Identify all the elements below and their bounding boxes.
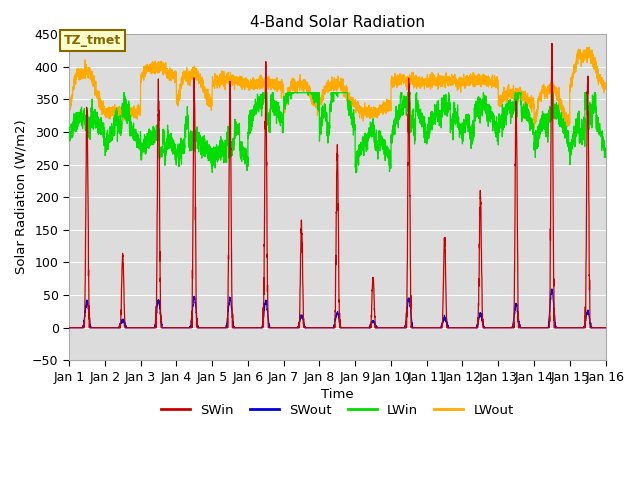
LWout [586, 44, 593, 50]
Line: SWout: SWout [69, 289, 605, 328]
SWout [488, 325, 495, 331]
Text: TZ_tmet: TZ_tmet [64, 34, 121, 47]
LWin [65, 138, 73, 144]
LWin [120, 90, 128, 96]
SWin [601, 325, 609, 331]
SWin [428, 325, 435, 331]
LWout [162, 71, 170, 77]
SWout [602, 325, 609, 331]
LWout [488, 85, 495, 91]
X-axis label: Time: Time [321, 388, 354, 401]
Line: LWout: LWout [69, 47, 605, 128]
LWin [458, 136, 465, 142]
SWin [458, 325, 465, 331]
SWin [602, 325, 609, 331]
SWout [428, 325, 435, 331]
SWin [317, 325, 325, 331]
SWout [548, 286, 556, 292]
SWout [317, 325, 325, 331]
LWin [488, 114, 496, 120]
Legend: SWin, SWout, LWin, LWout: SWin, SWout, LWin, LWout [156, 399, 519, 422]
SWin [548, 40, 556, 46]
Title: 4-Band Solar Radiation: 4-Band Solar Radiation [250, 15, 425, 30]
LWout [428, 80, 435, 86]
LWin [352, 170, 360, 176]
SWout [601, 325, 609, 331]
LWout [458, 80, 465, 85]
LWin [428, 114, 436, 120]
Line: SWin: SWin [69, 43, 605, 328]
SWin [65, 325, 73, 331]
LWin [162, 152, 170, 158]
LWout [317, 101, 325, 107]
LWout [65, 107, 73, 113]
LWin [317, 118, 325, 123]
LWout [531, 125, 538, 131]
LWin [601, 151, 609, 156]
LWout [602, 80, 609, 86]
SWout [162, 325, 170, 331]
SWin [162, 325, 170, 331]
SWin [488, 325, 495, 331]
Line: LWin: LWin [69, 93, 605, 173]
LWout [601, 86, 609, 92]
Y-axis label: Solar Radiation (W/m2): Solar Radiation (W/m2) [15, 120, 28, 275]
LWin [602, 146, 609, 152]
SWout [65, 325, 73, 331]
SWout [458, 325, 465, 331]
